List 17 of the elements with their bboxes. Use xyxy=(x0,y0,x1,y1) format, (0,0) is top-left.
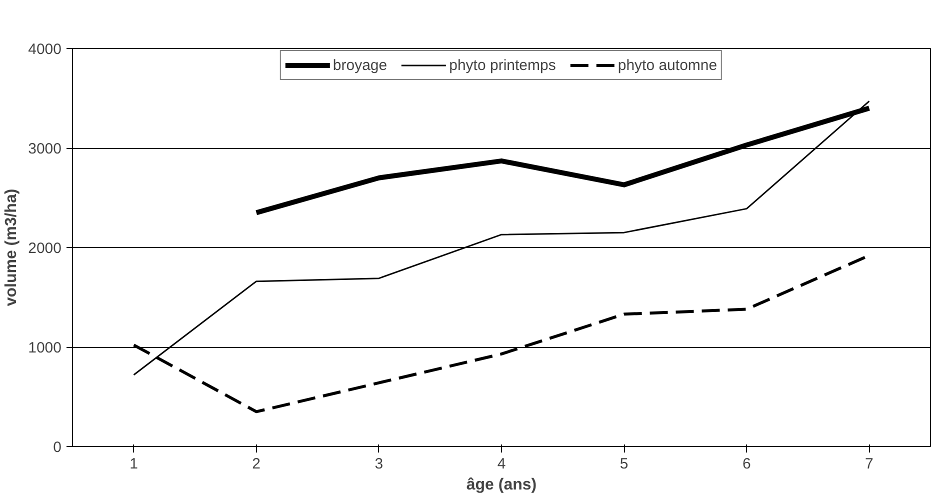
y-tick-label: 3000 xyxy=(28,140,62,158)
y-tick-label: 1000 xyxy=(28,340,62,356)
legend-label: phyto automne xyxy=(618,56,718,74)
y-tick-label: 0 xyxy=(53,439,62,456)
x-tick-label: 7 xyxy=(865,456,874,472)
legend-label: phyto printemps xyxy=(449,56,556,74)
x-tick-label: 5 xyxy=(620,456,628,472)
x-axis-title: âge (ans) xyxy=(466,476,537,494)
x-tick-label: 3 xyxy=(374,456,384,472)
x-tick-label: 4 xyxy=(497,456,506,472)
y-tick-label: 2000 xyxy=(28,240,62,257)
y-axis-title: volume (m3/ha) xyxy=(3,188,20,306)
x-tick-label: 2 xyxy=(252,456,261,472)
y-tick-label: 4000 xyxy=(28,41,62,58)
x-tick-label: 1 xyxy=(130,456,138,472)
legend-label: broyage xyxy=(332,56,388,74)
x-tick-label: 6 xyxy=(742,456,751,472)
